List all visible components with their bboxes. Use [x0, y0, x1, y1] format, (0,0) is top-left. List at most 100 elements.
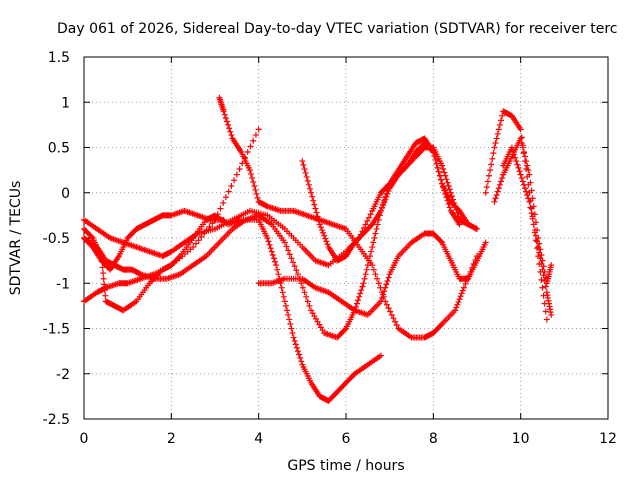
data-point — [492, 139, 499, 146]
data-point — [228, 132, 235, 139]
y-tick-label: -1.5 — [43, 322, 70, 338]
data-point — [356, 293, 363, 300]
data-point — [227, 128, 234, 135]
data-point — [310, 197, 317, 204]
data-point — [538, 261, 545, 268]
axis-ticks: 0 2 4 6 8 10 12 -2.5 -2 -1.5 -1 -0.5 0 0.5 1 1.5 — [43, 50, 617, 447]
data-point — [372, 271, 379, 278]
data-point — [268, 248, 275, 255]
x-axis-label: GPS time / hours — [287, 458, 404, 474]
data-point — [281, 298, 288, 305]
data-point — [278, 284, 285, 291]
data-point — [294, 348, 301, 355]
data-point — [382, 196, 389, 203]
data-point — [456, 221, 463, 228]
data-point — [495, 185, 502, 192]
data-point — [365, 214, 372, 221]
data-point — [291, 337, 298, 344]
data-point — [250, 137, 257, 144]
data-point — [222, 115, 229, 122]
data-point — [452, 307, 459, 314]
data-point — [248, 171, 255, 178]
data-point — [380, 202, 387, 209]
data-point — [462, 280, 469, 287]
data-point — [517, 135, 524, 142]
data-point — [269, 251, 276, 258]
data-point — [496, 121, 503, 128]
data-point — [493, 192, 500, 199]
data-point — [527, 179, 534, 186]
data-point — [487, 167, 494, 174]
y-tick-label: -2 — [56, 367, 70, 383]
data-point — [494, 188, 501, 195]
data-point — [301, 289, 308, 296]
data-point — [379, 205, 386, 212]
data-point — [453, 304, 460, 311]
y-tick-label: 0 — [61, 186, 70, 202]
data-point — [275, 271, 282, 278]
data-point — [443, 176, 450, 183]
data-point — [383, 301, 390, 308]
data-point — [355, 297, 362, 304]
data-point — [448, 193, 455, 200]
data-point — [459, 287, 466, 294]
data-point — [494, 130, 501, 137]
series-arc-8 — [299, 139, 480, 264]
data-point — [288, 255, 295, 262]
data-point — [486, 172, 493, 179]
data-point — [309, 193, 316, 200]
data-point — [353, 300, 360, 307]
data-point — [283, 243, 290, 250]
data-point — [499, 112, 506, 119]
data-point — [440, 165, 447, 172]
data-point — [226, 125, 233, 132]
y-axis-label: SDTVAR / TECUs — [8, 181, 24, 296]
data-point — [437, 322, 444, 329]
data-point — [539, 284, 546, 291]
data-point — [290, 259, 297, 266]
data-point — [321, 232, 328, 239]
data-point — [206, 223, 213, 230]
data-point — [299, 158, 306, 165]
series-arc-11 — [500, 144, 555, 318]
data-point — [517, 171, 524, 178]
data-point — [454, 301, 461, 308]
data-point — [286, 316, 293, 323]
chart-title: Day 061 of 2026, Sidereal Day-to-day VTE… — [57, 21, 617, 37]
data-point — [318, 227, 325, 234]
data-point — [311, 201, 318, 208]
data-point — [435, 168, 442, 175]
data-point — [526, 171, 533, 178]
data-point — [530, 203, 537, 210]
data-point — [429, 147, 436, 154]
data-point — [222, 194, 229, 201]
x-tick-label: 2 — [167, 431, 176, 447]
y-tick-label: 1 — [61, 95, 70, 111]
data-point — [456, 296, 463, 303]
data-point — [99, 264, 106, 271]
data-point — [373, 225, 380, 232]
data-point — [511, 151, 518, 158]
data-point — [523, 188, 530, 195]
series-arc-5 — [81, 207, 227, 273]
data-point — [272, 258, 279, 265]
data-point — [524, 192, 531, 199]
data-point — [539, 266, 546, 273]
x-tick-label: 10 — [512, 431, 530, 447]
data-point — [433, 160, 440, 167]
data-point — [383, 281, 390, 288]
data-point — [460, 284, 467, 291]
data-point — [457, 293, 464, 300]
data-point — [246, 167, 253, 174]
data-point — [286, 251, 293, 258]
data-point — [542, 283, 549, 290]
data-point — [380, 291, 387, 298]
data-point — [317, 224, 324, 231]
data-point — [359, 283, 366, 290]
data-point — [228, 182, 235, 189]
data-point — [527, 204, 534, 211]
data-point — [532, 232, 539, 239]
data-point — [484, 178, 491, 185]
data-point — [314, 213, 321, 220]
data-point — [377, 207, 384, 214]
